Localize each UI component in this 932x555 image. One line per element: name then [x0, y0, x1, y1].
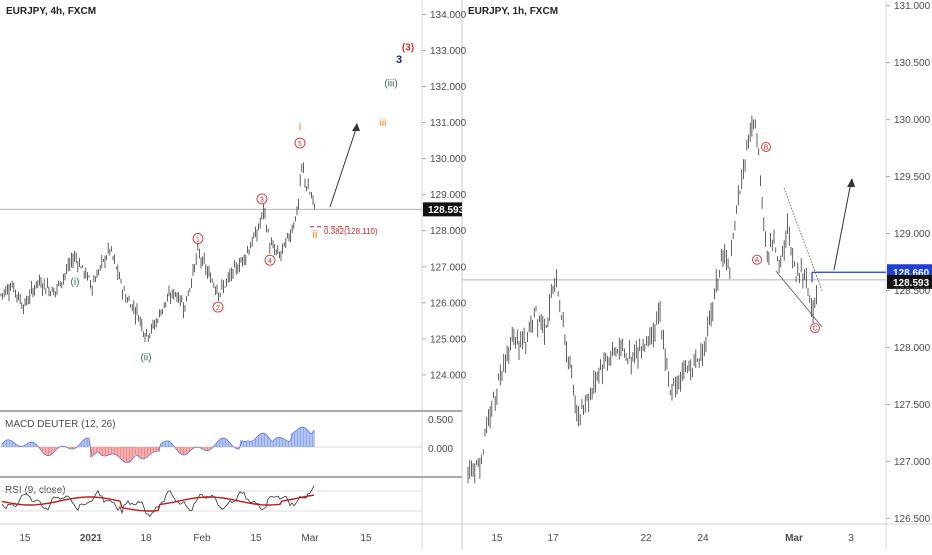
rsi-line: [1, 485, 315, 518]
left-y-tick-label: 126.000: [430, 298, 467, 309]
right-x-tick-label: 15: [491, 533, 503, 544]
macd-title: MACD DEUTER (12, 26): [5, 419, 116, 430]
rsi-signal-line: [1, 494, 315, 512]
right-projection-arrowhead: [847, 178, 855, 187]
right-projection-arrow: [833, 181, 852, 271]
right-x-tick-label: 24: [697, 533, 709, 544]
wave-label-circle: [761, 141, 771, 152]
left-y-tick-label: 133.000: [430, 46, 467, 57]
left-y-tick-label: 125.000: [430, 334, 467, 345]
right-x-tick-label: 17: [547, 533, 559, 544]
wave-label-circle: [810, 323, 820, 334]
right-y-tick-label: 128.000: [894, 343, 931, 354]
macd-histogram: [1, 426, 315, 463]
wave-label-circle: [264, 254, 276, 266]
right-candles: [467, 115, 817, 484]
wave-label-circle: [752, 254, 762, 265]
left-projection-arrow: [329, 125, 358, 208]
wave-label-circle: [256, 193, 268, 205]
right-x-tick-label: Mar: [785, 533, 803, 544]
left-x-tick-label: 15: [250, 533, 262, 544]
wedge-upper-line: [783, 187, 823, 291]
left-x-tick-label: 15: [360, 533, 372, 544]
wave-label: 1: [196, 237, 200, 244]
wave-label: 4: [268, 258, 272, 265]
left-y-tick-label: 132.000: [430, 82, 467, 93]
left-price-label-text: 128.593: [428, 205, 465, 216]
wave-label-circle: [192, 233, 204, 245]
wave-label: 5: [298, 141, 302, 148]
macd-line: [1, 426, 315, 464]
left-y-tick-label: 127.000: [430, 262, 467, 273]
chart-marks: 134.000133.000132.000131.000130.000129.0…: [0, 1, 931, 544]
wave-label: 3: [260, 197, 264, 204]
left-y-tick-label: 128.000: [430, 226, 467, 237]
right-x-tick-label: 3: [848, 533, 854, 544]
wave-label: (iii): [384, 79, 397, 90]
left-y-tick-label: 124.000: [430, 370, 467, 381]
wedge-lower-line: [775, 270, 823, 328]
right-y-tick-label: 129.000: [894, 229, 931, 240]
left-y-tick-label: 134.000: [430, 10, 467, 21]
left-projection-arrowhead: [352, 123, 360, 131]
right-y-tick-label: 127.500: [894, 400, 931, 411]
left-y-tick-label: 131.000: [430, 118, 467, 129]
right-y-tick-label: 129.500: [894, 172, 931, 183]
right-y-tick-label: 127.000: [894, 457, 931, 468]
wave-label: C: [812, 326, 817, 333]
right-blue-price-label-text: 128.660: [893, 268, 930, 279]
left-x-tick-label: Mar: [301, 533, 319, 544]
left-y-tick-label: 129.000: [430, 190, 467, 201]
left-chart-title: EURJPY, 4h, FXCM: [6, 6, 96, 17]
wave-label: (3): [402, 42, 414, 53]
wave-label: (ii): [140, 353, 151, 364]
right-y-tick-label: 131.000: [894, 1, 931, 12]
wave-label-circle: [212, 301, 224, 313]
right-y-tick-label: 128.500: [894, 286, 931, 297]
right-x-tick-label: 22: [640, 533, 652, 544]
fib-label: 0.382(128.110): [324, 227, 378, 236]
wave-label: (i): [71, 277, 80, 288]
right-chart-title: EURJPY, 1h, FXCM: [468, 6, 558, 17]
left-x-tick-label: Feb: [193, 533, 211, 544]
wave-label-circle: [294, 137, 306, 149]
wave-label: 2: [216, 305, 220, 312]
left-y-tick-label: 130.000: [430, 154, 467, 165]
right-y-tick-label: 126.500: [894, 514, 931, 525]
right-y-tick-label: 130.000: [894, 115, 931, 126]
wave-label: 3: [396, 54, 402, 66]
left-x-tick-label: 18: [140, 533, 152, 544]
left-x-tick-label: 15: [19, 533, 31, 544]
wave-label: B: [764, 144, 769, 151]
right-blue-price-label: 128.660: [887, 264, 932, 279]
left-x-tick-label: 2021: [80, 533, 103, 544]
left-candles: [0, 162, 316, 343]
macd-tick-1: 0.000: [428, 444, 453, 455]
wave-label: iii: [380, 118, 387, 129]
wave-label: ii: [313, 229, 318, 241]
macd-tick-0: 0.500: [428, 415, 453, 426]
right-price-label: 128.593: [887, 274, 932, 289]
left-price-label: 128.593: [423, 202, 465, 217]
wave-label: A: [755, 257, 760, 264]
right-y-tick-label: 130.500: [894, 58, 931, 69]
wave-label: i: [299, 121, 301, 133]
right-price-label-text: 128.593: [893, 278, 930, 289]
